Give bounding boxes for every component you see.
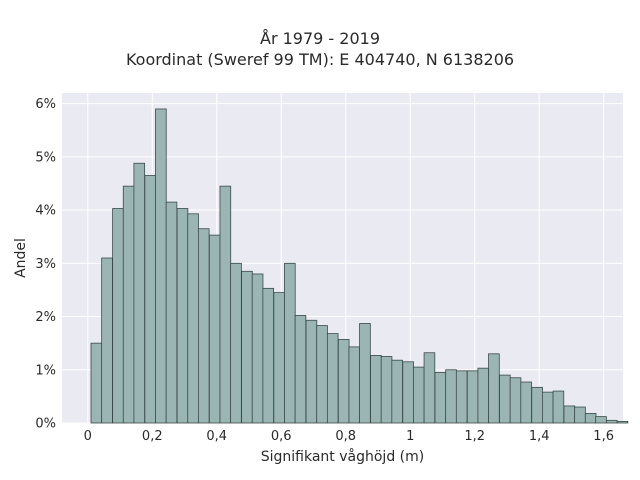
x-tick-label: 0,2	[142, 429, 163, 444]
x-tick-label: 1	[406, 429, 414, 444]
histogram-bar	[574, 406, 586, 424]
x-tick-label: 0	[84, 429, 92, 444]
histogram-bar	[326, 333, 339, 424]
x-axis-label: Signifikant våghöjd (m)	[261, 448, 424, 465]
histogram-bar	[165, 201, 178, 424]
histogram-bar	[423, 352, 436, 424]
histogram-bar	[122, 185, 135, 424]
histogram-bar	[616, 421, 629, 424]
chart-title-block: År 1979 - 2019 Koordinat (Sweref 99 TM):…	[0, 28, 640, 70]
x-tick-label: 0,6	[271, 429, 292, 444]
x-tick-label: 0,8	[335, 429, 356, 444]
histogram-bar	[197, 228, 210, 424]
chart-title: År 1979 - 2019	[260, 29, 380, 48]
histogram-bar	[509, 377, 522, 424]
histogram-bar	[294, 315, 307, 424]
x-axis-ticks: 0 0,2 0,4 0,6 0,8 1 1,2 1,4 1,6	[84, 429, 614, 444]
histogram-bar	[187, 213, 199, 424]
y-axis-ticks: 0% 1% 2% 3% 4% 5% 6%	[35, 97, 56, 431]
x-tick-label: 1,2	[464, 429, 485, 444]
histogram-bar	[208, 234, 221, 424]
histogram-bar	[391, 359, 403, 424]
y-axis-label: Andel	[13, 238, 29, 278]
chart-subtitle: Koordinat (Sweref 99 TM): E 404740, N 61…	[125, 50, 515, 69]
y-tick-label: 2%	[35, 310, 56, 325]
histogram-bar	[541, 391, 554, 424]
histogram-bar	[455, 370, 468, 424]
histogram-bar	[305, 319, 318, 424]
histogram-bar	[531, 386, 543, 424]
histogram-bar	[219, 185, 232, 424]
histogram-bar	[584, 413, 597, 424]
histogram-bar	[284, 262, 296, 424]
histogram-bar	[380, 356, 393, 424]
histogram-bar	[488, 353, 500, 424]
grid-lines	[62, 93, 623, 424]
histogram-bar	[434, 372, 447, 424]
y-tick-label: 3%	[35, 257, 56, 272]
histogram-bar	[595, 416, 607, 424]
histogram-bar	[101, 257, 113, 424]
histogram-bar	[359, 323, 371, 424]
histogram-bar	[477, 367, 490, 424]
histogram-bar	[402, 361, 414, 424]
y-tick-label: 0%	[35, 417, 56, 432]
histogram-bar	[605, 419, 618, 424]
histogram-bar	[370, 355, 382, 424]
histogram-bar	[273, 292, 285, 424]
y-tick-label: 5%	[35, 150, 56, 165]
y-tick-label: 6%	[35, 97, 56, 112]
y-tick-label: 4%	[35, 204, 56, 219]
histogram-bar	[563, 405, 576, 424]
histogram-bar	[230, 262, 242, 424]
histogram-bar	[241, 270, 253, 424]
histogram-bar	[155, 108, 167, 424]
histogram-bar	[316, 325, 328, 424]
histogram-bar	[133, 162, 146, 424]
y-tick-label: 1%	[35, 363, 56, 378]
histogram-bar	[413, 366, 425, 424]
histogram-bar	[520, 381, 532, 424]
x-tick-label: 1,6	[593, 429, 614, 444]
histogram-bars	[90, 108, 629, 424]
x-tick-label: 0,4	[206, 429, 227, 444]
x-tick-label: 1,4	[529, 429, 550, 444]
histogram-bar	[176, 208, 189, 424]
histogram-bar	[445, 369, 457, 424]
histogram-bar	[552, 390, 565, 424]
histogram-bar	[90, 342, 103, 424]
histogram-bar	[337, 339, 350, 424]
histogram-bar	[112, 208, 124, 424]
histogram-bar	[251, 273, 264, 424]
histogram-bar	[466, 370, 479, 424]
histogram-bar	[262, 287, 275, 424]
histogram-bar	[144, 175, 156, 424]
histogram-bar	[348, 346, 361, 424]
histogram-bar	[499, 374, 511, 424]
